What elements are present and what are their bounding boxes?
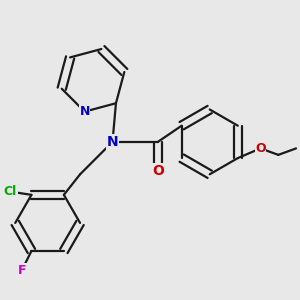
Text: Cl: Cl xyxy=(4,185,17,198)
Text: F: F xyxy=(17,264,26,277)
Text: N: N xyxy=(107,135,118,149)
Text: N: N xyxy=(80,105,90,118)
Text: O: O xyxy=(255,142,266,155)
Text: O: O xyxy=(152,164,164,178)
